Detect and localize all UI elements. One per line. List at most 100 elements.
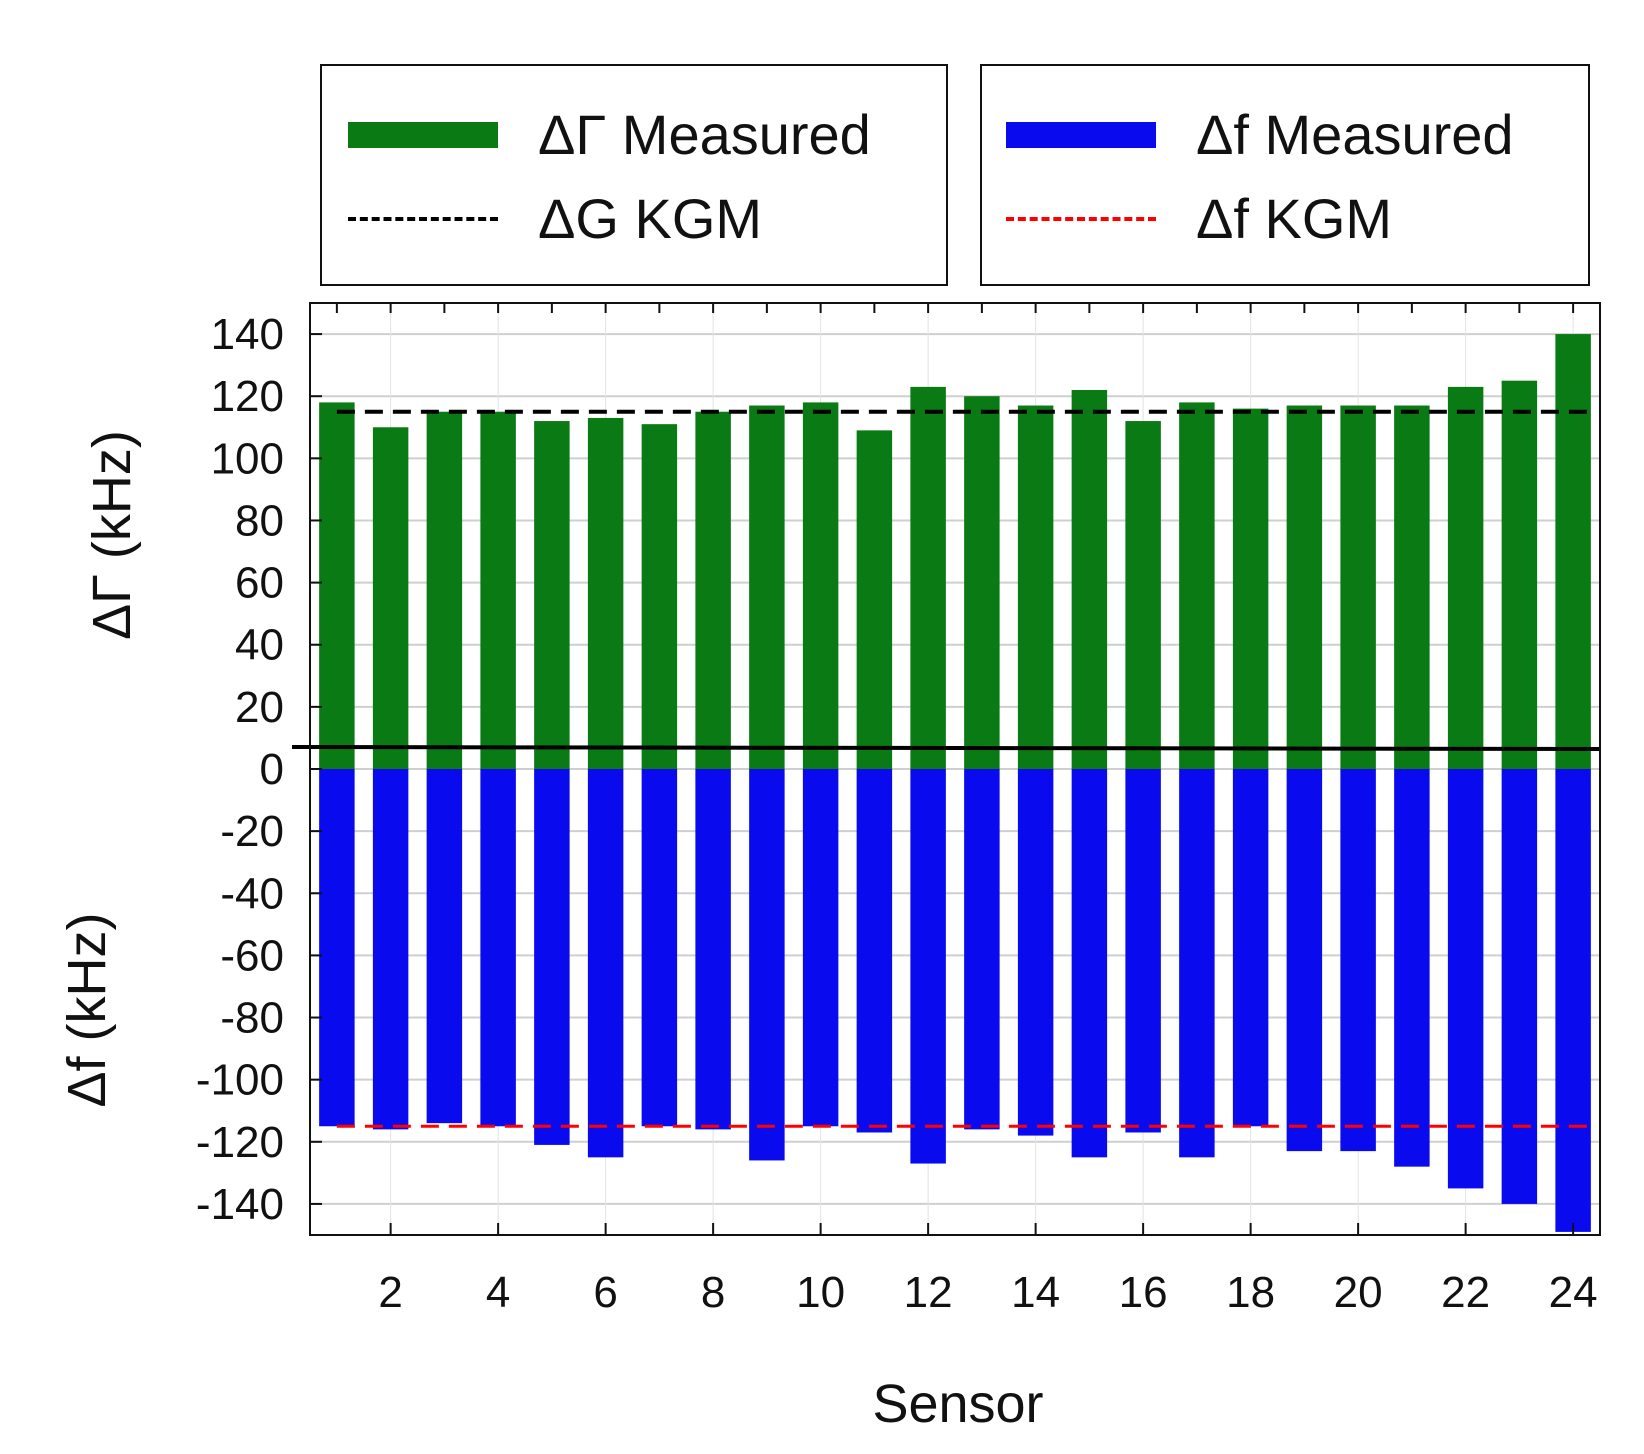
gamma-measured-bar [480,411,516,769]
y-tick-label: -40 [220,869,284,918]
x-tick-label: 24 [1549,1268,1598,1317]
f-measured-bar [1555,769,1591,1232]
f-measured-bar [749,769,785,1161]
f-measured-bar [372,769,409,1130]
legend-item-gamma-kgm: ΔG KGM [348,186,762,251]
x-tick-label: 20 [1334,1268,1383,1317]
x-tick-label: 4 [486,1268,510,1317]
y-tick-label: 0 [260,745,284,794]
gamma-measured-swatch [348,121,498,148]
y-tick-label: -20 [220,807,284,856]
y-tick-label: -80 [220,994,284,1043]
y-tick-label: 80 [235,496,284,545]
grid-layer [310,303,1600,1235]
y-axis-title-bottom: Δf (kHz) [57,912,117,1107]
gamma-measured-bar [1501,380,1538,769]
f-measured-bar [1501,769,1538,1204]
y-tick-label: 100 [211,434,284,483]
x-tick-label: 14 [1011,1268,1060,1317]
gamma-measured-bar [1125,421,1161,769]
f-measured-bar [587,769,624,1158]
f-measured-bar [910,769,946,1164]
reference-lines-layer [336,409,1591,1128]
f-measured-bar [1447,769,1484,1189]
y-tick-label: 140 [211,310,284,359]
y-tick-label: -60 [220,931,284,980]
x-tick-label: 22 [1441,1268,1490,1317]
f-measured-bar [426,769,463,1124]
y-tick-label: 20 [235,683,284,732]
f-measured-bar [641,769,678,1127]
f-measured-bar [1179,769,1215,1158]
bar-layer [319,334,1591,1232]
x-tick-label: 16 [1119,1268,1168,1317]
x-axis-title: Sensor [872,1374,1043,1434]
f-measured-bar [1286,769,1323,1152]
y-tick-label: -120 [196,1118,284,1167]
y-tick-label: -140 [196,1180,284,1229]
gamma-measured-bar [1179,402,1215,769]
gamma-measured-bar [1555,334,1591,769]
f-measured-bar [695,769,731,1130]
f-measured-bar [802,769,839,1127]
f-measured-bar [964,769,1000,1130]
f-measured-bar [480,769,516,1127]
f-measured-bar [319,769,355,1127]
y-tick-label: 40 [235,621,284,670]
x-tick-label: 12 [904,1268,953,1317]
f-kgm-swatch [1006,216,1156,221]
gamma-measured-bar [641,424,678,769]
y-tick-label: 60 [235,559,284,608]
gamma-measured-bar [1017,405,1054,769]
legend-label-gamma-kgm: ΔG KGM [538,187,763,250]
gamma-measured-bar [856,430,893,769]
gamma-measured-bar [802,402,839,769]
gamma-measured-bar [1071,389,1108,769]
x-tick-label: 10 [796,1268,845,1317]
legend-label-f-kgm: Δf KGM [1196,187,1393,250]
gamma-measured-bar [587,417,624,769]
x-tick-label: 6 [593,1268,617,1317]
x-tick-label: 18 [1226,1268,1275,1317]
gamma-measured-bar [319,402,355,769]
x-tick-label: 2 [378,1268,402,1317]
f-measured-bar [1071,769,1108,1158]
f-measured-bar [1394,769,1430,1167]
gamma-kgm-swatch [348,216,498,221]
gamma-measured-bar [1447,386,1484,769]
gamma-measured-bar [1286,405,1323,769]
legend-label-f-measured: Δf Measured [1196,103,1514,166]
legend-item-f-measured: Δf Measured [1006,102,1514,167]
zero-baseline [291,745,1601,751]
y-axis-title-top: ΔΓ (kHz) [82,430,142,640]
f-measured-bar [1125,769,1161,1133]
gamma-measured-bar [534,421,570,769]
y-tick-label: 120 [211,372,284,421]
legend-label-gamma-measured: ΔΓ Measured [538,103,871,166]
f-measured-bar [1232,769,1269,1127]
gamma-measured-bar [910,386,946,769]
y-tick-label: -100 [196,1056,284,1105]
f-measured-bar [534,769,570,1145]
tick-labels-layer: 140 120 100 80 60 40 20 0 -20 -40 -60 -80 -100 -120 -1… [196,310,1598,1317]
gamma-measured-bar [372,427,409,769]
f-measured-bar [856,769,893,1133]
f-measured-bar [1340,769,1376,1152]
legend-gamma: ΔΓ Measured ΔG KGM [320,64,948,286]
gamma-measured-bar [749,405,785,769]
f-measured-swatch [1006,121,1156,148]
gamma-measured-bar [695,411,731,769]
f-measured-bar [1017,769,1054,1136]
legend-item-f-kgm: Δf KGM [1006,186,1392,251]
legend-item-gamma-measured: ΔΓ Measured [348,102,871,167]
gamma-measured-bar [1340,405,1376,769]
plot-frame [309,302,1601,1236]
x-tick-label: 8 [701,1268,725,1317]
gamma-measured-bar [1232,408,1269,769]
gamma-measured-bar [964,396,1000,769]
gamma-measured-bar [1394,405,1430,769]
legend-f: Δf Measured Δf KGM [980,64,1590,286]
gamma-measured-bar [426,411,463,769]
axis-layer [291,302,1601,1236]
